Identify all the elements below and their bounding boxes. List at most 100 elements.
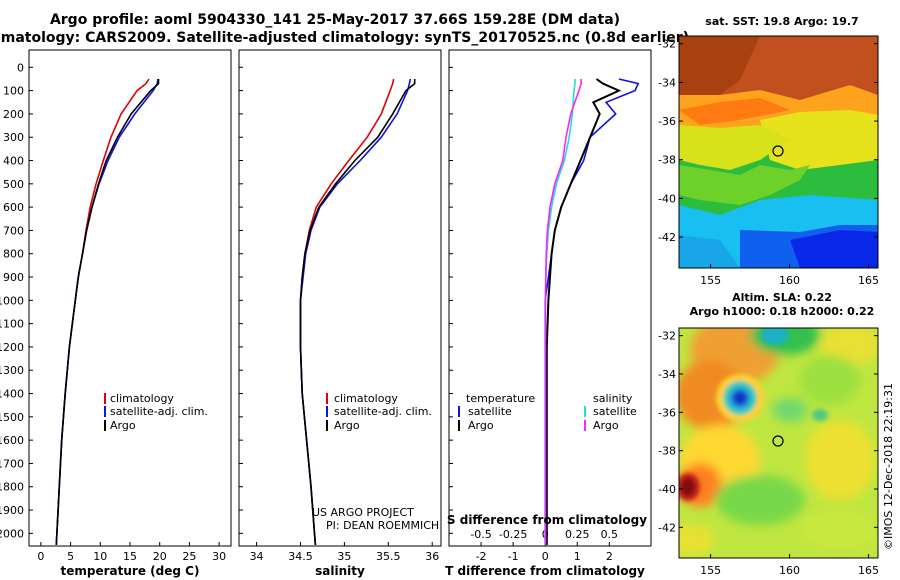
legend-swatch-climatology bbox=[104, 393, 106, 404]
difference-plot: -2 -1 0 1 2-0.5 -0.25 0 0.25 0.5 bbox=[470, 78, 640, 563]
difference-series-t-satellite bbox=[544, 78, 640, 545]
x-tick-label: 35 bbox=[337, 550, 351, 563]
lat-tick-label: -32 bbox=[658, 330, 676, 343]
x-tick-label: -2 bbox=[476, 550, 487, 563]
depth-tick-label: 900 bbox=[3, 271, 24, 284]
depth-tick-label: 600 bbox=[3, 201, 24, 214]
depth-tick-label: 1500 bbox=[0, 411, 24, 424]
legend-swatch-s-satellite bbox=[584, 406, 586, 417]
salinity-series-argo bbox=[299, 79, 416, 546]
imos-credit: ©IMOS 12-Dec-2018 22:19:31 bbox=[882, 383, 895, 550]
argo-float-marker bbox=[772, 435, 784, 447]
temperature-series-argo bbox=[55, 79, 160, 546]
depth-tick-label: 2000 bbox=[0, 527, 24, 540]
depth-tick-label: 1700 bbox=[0, 457, 24, 470]
temperature-plot: 0 5 10 15 20 25 30 bbox=[37, 78, 226, 563]
depth-tick-label: 500 bbox=[3, 178, 24, 191]
legend-swatch-satellite bbox=[104, 406, 106, 417]
depth-tick-label: 1000 bbox=[0, 294, 24, 307]
lat-tick-label: -36 bbox=[658, 115, 676, 128]
temperature-axis-label: temperature (deg C) bbox=[61, 564, 200, 578]
sst-map bbox=[679, 36, 878, 268]
depth-tick-label: 300 bbox=[3, 131, 24, 144]
legend-climatology: climatology bbox=[110, 392, 174, 405]
lat-tick-label: -40 bbox=[658, 192, 676, 205]
s-difference-axis-label: S difference from climatology bbox=[447, 513, 647, 527]
lat-tick-label: -38 bbox=[658, 445, 676, 458]
x-tick-label: 5 bbox=[67, 550, 74, 563]
lat-tick-label: -42 bbox=[658, 231, 676, 244]
sst-map-title: sat. SST: 19.8 Argo: 19.7 bbox=[705, 15, 858, 28]
sla-map-axes: -32 -34 -36 -38 -40 -42 155 160 165 bbox=[658, 330, 879, 577]
argo-float-marker bbox=[772, 145, 784, 157]
salinity-series-satellite-adj-clim- bbox=[299, 78, 412, 546]
legend-swatch-argo bbox=[326, 420, 328, 431]
salinity-legend: climatology satellite-adj. clim. Argo US… bbox=[312, 392, 439, 532]
x-tick-label: 25 bbox=[182, 550, 196, 563]
x-tick-label: 30 bbox=[212, 550, 226, 563]
x-tick-label: 34 bbox=[250, 550, 264, 563]
depth-tick-label: 1600 bbox=[0, 434, 24, 447]
x-tick-label: 0 bbox=[542, 550, 549, 563]
x-tick-label: -1 bbox=[508, 550, 519, 563]
legend-argo: Argo bbox=[110, 419, 136, 432]
lon-tick-label: 160 bbox=[779, 564, 800, 577]
figure-title: Argo profile: aoml 5904330_141 25-May-20… bbox=[50, 12, 620, 28]
lon-tick-label: 155 bbox=[700, 274, 721, 287]
sla-map bbox=[679, 328, 878, 558]
legend-temperature-heading: temperature bbox=[466, 392, 535, 405]
difference-plot-frame bbox=[448, 49, 652, 547]
x-tick-label: 35.5 bbox=[376, 550, 401, 563]
depth-tick-label: 400 bbox=[3, 155, 24, 168]
x-tick-label: 10 bbox=[93, 550, 107, 563]
depth-tick-label: 1200 bbox=[0, 341, 24, 354]
depth-tick-label: 200 bbox=[3, 108, 24, 121]
legend-s-argo: Argo bbox=[593, 419, 619, 432]
lon-tick-label: 165 bbox=[858, 564, 879, 577]
salinity-axis-label: salinity bbox=[315, 564, 365, 578]
depth-tick-label: 800 bbox=[3, 248, 24, 261]
legend-swatch-satellite bbox=[326, 406, 328, 417]
depth-tick-label: 1300 bbox=[0, 364, 24, 377]
legend-satellite: satellite-adj. clim. bbox=[110, 405, 208, 418]
depth-tick-label: 1400 bbox=[0, 388, 24, 401]
depth-axis: 0 100 200 300 400 500 600 700 800 900 1000 1100 1200… bbox=[0, 61, 453, 540]
difference-legend: temperature satellite Argo salinity sate… bbox=[458, 392, 637, 432]
sla-map-title: Altim. SLA: 0.22 bbox=[732, 291, 832, 304]
x-tick-label: 0 bbox=[37, 550, 44, 563]
s-tick-label: 0.25 bbox=[565, 528, 590, 541]
lon-tick-label: 160 bbox=[779, 274, 800, 287]
sla-map-subtitle: Argo h1000: 0.18 h2000: 0.22 bbox=[690, 305, 875, 318]
legend-swatch-s-argo bbox=[584, 420, 586, 431]
sst-map-axes: -32 -34 -36 -38 -40 -42 155 160 165 bbox=[658, 38, 879, 287]
depth-tick-label: 1100 bbox=[0, 318, 24, 331]
legend-swatch-t-satellite bbox=[458, 406, 460, 417]
depth-tick-label: 100 bbox=[3, 85, 24, 98]
salinity-plot-frame bbox=[238, 49, 442, 547]
depth-tick-label: 0 bbox=[17, 61, 24, 74]
x-tick-label: 1 bbox=[574, 550, 581, 563]
lat-tick-label: -34 bbox=[658, 76, 676, 89]
s-tick-label: -0.5 bbox=[470, 528, 491, 541]
legend-s-satellite: satellite bbox=[593, 405, 637, 418]
lat-tick-label: -42 bbox=[658, 521, 676, 534]
s-tick-label: 0.5 bbox=[601, 528, 619, 541]
lat-tick-label: -32 bbox=[658, 38, 676, 51]
salinity-series-climatology bbox=[299, 78, 395, 546]
legend-swatch-t-argo bbox=[458, 420, 460, 431]
legend-t-argo: Argo bbox=[468, 419, 494, 432]
lon-tick-label: 155 bbox=[700, 564, 721, 577]
lat-tick-label: -34 bbox=[658, 368, 676, 381]
lon-tick-label: 165 bbox=[858, 274, 879, 287]
salinity-plot: 34 34.5 35 35.5 36 bbox=[250, 78, 439, 563]
legend-salinity-heading: salinity bbox=[593, 392, 633, 405]
x-tick-label: 36 bbox=[425, 550, 439, 563]
legend-swatch-argo bbox=[104, 420, 106, 431]
t-difference-axis-label: T difference from climatology bbox=[445, 564, 645, 578]
s-tick-label: -0.25 bbox=[499, 528, 527, 541]
x-tick-label: 34.5 bbox=[288, 550, 313, 563]
lat-tick-label: -38 bbox=[658, 154, 676, 167]
legend-climatology: climatology bbox=[334, 392, 398, 405]
difference-series-t-argo bbox=[545, 78, 622, 545]
